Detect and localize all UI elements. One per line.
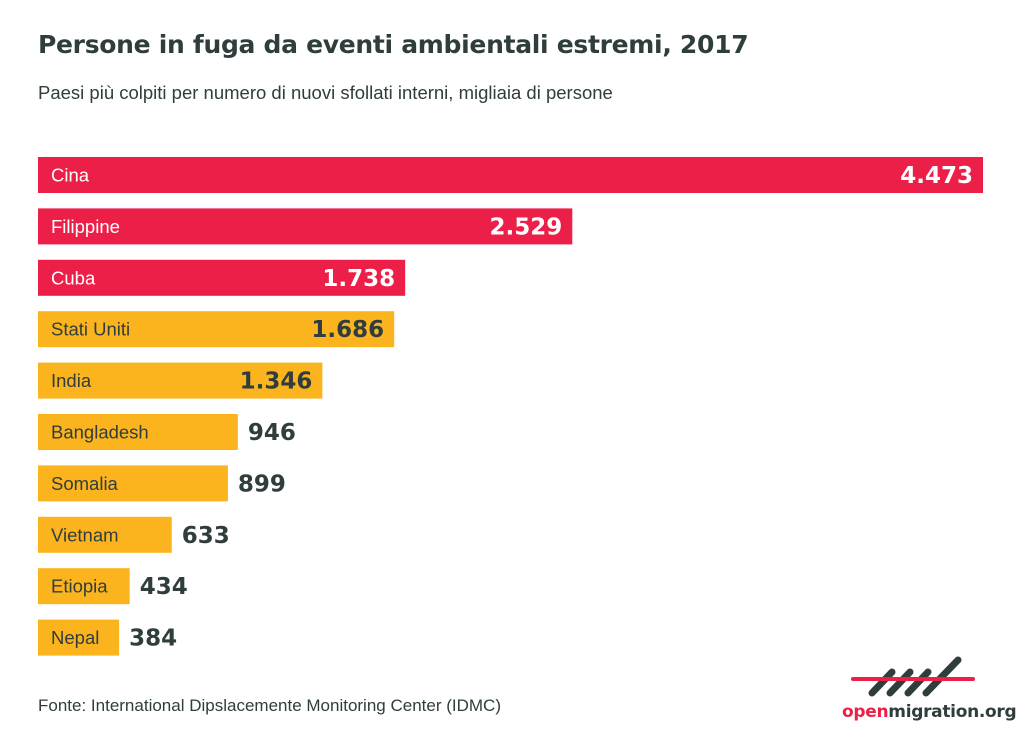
category-label: Vietnam bbox=[51, 524, 119, 545]
bar-nepal bbox=[38, 619, 120, 656]
category-label: Cuba bbox=[51, 267, 96, 288]
bar-vietnam bbox=[38, 516, 172, 553]
value-label: 434 bbox=[140, 574, 188, 600]
category-label: Etiopia bbox=[51, 576, 108, 597]
value-label: 1.738 bbox=[322, 266, 395, 292]
bar-stati-uniti bbox=[38, 311, 395, 348]
value-label: 2.529 bbox=[490, 214, 563, 240]
value-label: 633 bbox=[182, 523, 230, 549]
category-label: Nepal bbox=[51, 627, 99, 648]
value-label: 1.686 bbox=[311, 317, 384, 343]
bar-india bbox=[38, 362, 323, 399]
bar-cuba bbox=[38, 259, 406, 296]
value-label: 4.473 bbox=[900, 163, 973, 189]
bar-somalia bbox=[38, 465, 228, 502]
bar-filippine bbox=[38, 208, 573, 245]
value-label: 946 bbox=[248, 420, 296, 446]
bar-etiopia bbox=[38, 568, 130, 605]
chart-title: Persone in fuga da eventi ambientali est… bbox=[38, 30, 749, 59]
category-label: Cina bbox=[51, 165, 90, 186]
category-label: Filippine bbox=[51, 216, 120, 237]
logo-text: openmigration.org bbox=[842, 702, 1017, 722]
bar-bangladesh bbox=[38, 414, 238, 450]
value-label: 384 bbox=[129, 626, 177, 652]
value-label: 1.346 bbox=[240, 369, 313, 395]
value-label: 899 bbox=[238, 471, 286, 497]
bar-chart: Cina 4.473 Filippine 2.529 Cuba 1.738 Stati Un… bbox=[38, 157, 983, 656]
openmigration-logo-icon bbox=[851, 656, 975, 697]
source-note: Fonte: International Dipslacemente Monit… bbox=[38, 696, 501, 715]
category-label: Stati Uniti bbox=[51, 319, 130, 340]
category-label: Somalia bbox=[51, 473, 119, 494]
category-label: India bbox=[51, 370, 92, 391]
chart-subtitle: Paesi più colpiti per numero di nuovi sf… bbox=[38, 82, 613, 103]
bar-cina bbox=[38, 157, 983, 193]
category-label: Bangladesh bbox=[51, 422, 149, 443]
